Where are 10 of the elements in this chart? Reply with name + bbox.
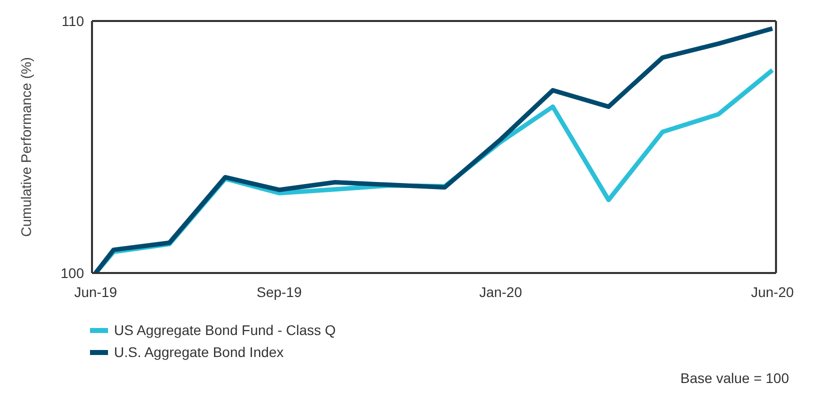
x-tick-label: Jan-20	[479, 284, 522, 300]
text: Base value = 100	[679, 370, 790, 386]
y-tick-label: 100	[60, 264, 84, 281]
y-axis-title: Cumulative Performance (%)	[18, 57, 34, 237]
x-tick-label: Sep-19	[256, 284, 302, 300]
legend-label: U.S. Aggregate Bond Index	[114, 343, 284, 362]
x-tick-label: Jun-19	[74, 284, 118, 300]
y-tick-label: 110	[62, 12, 84, 29]
legend-label: US Aggregate Bond Fund - Class Q	[114, 321, 336, 340]
x-tick-label: Jun-20	[750, 284, 794, 300]
